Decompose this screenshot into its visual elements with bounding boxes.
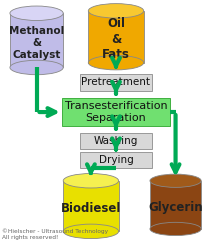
Text: Drying: Drying: [99, 155, 133, 165]
Ellipse shape: [150, 174, 201, 187]
Ellipse shape: [88, 55, 144, 70]
Text: ©Hielscher - Ultrasound Technology
All rights reserved!: ©Hielscher - Ultrasound Technology All r…: [2, 228, 108, 240]
Text: Oil
&
Fats: Oil & Fats: [102, 17, 130, 61]
Bar: [80, 152, 152, 168]
Ellipse shape: [150, 222, 201, 236]
Ellipse shape: [88, 4, 144, 18]
Ellipse shape: [63, 174, 119, 188]
Bar: [63, 181, 119, 231]
Bar: [80, 74, 152, 91]
Bar: [62, 98, 170, 126]
Bar: [10, 13, 63, 67]
Ellipse shape: [10, 6, 63, 20]
Text: Glycerin: Glycerin: [148, 201, 203, 214]
Text: Pretreatment: Pretreatment: [82, 77, 150, 87]
Bar: [88, 11, 144, 63]
Text: Methanol
&
Catalyst: Methanol & Catalyst: [9, 26, 64, 60]
Text: Biodiesel: Biodiesel: [61, 202, 121, 215]
Text: Transesterification
Separation: Transesterification Separation: [65, 101, 167, 123]
Ellipse shape: [63, 224, 119, 239]
Ellipse shape: [10, 60, 63, 75]
Text: Washing: Washing: [94, 136, 138, 146]
Bar: [150, 181, 201, 229]
Bar: [80, 133, 152, 149]
